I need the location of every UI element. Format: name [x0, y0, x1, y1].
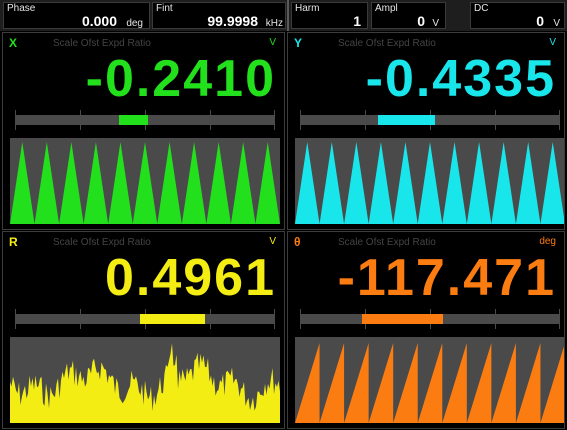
topbar-divider: [287, 0, 289, 31]
ampl-unit: V: [432, 18, 439, 29]
channel-name: X: [9, 36, 18, 50]
level-bar: [15, 309, 275, 329]
waveform-trace: [10, 142, 280, 224]
waveform-plot: [295, 337, 564, 423]
channel-unit: V: [269, 37, 276, 48]
fint-unit: kHz: [265, 18, 283, 29]
phase-label: Phase: [7, 3, 36, 14]
fint-field[interactable]: Fint 99.9998 kHz: [152, 2, 286, 29]
fint-value: 99.9998: [207, 13, 258, 29]
level-bar-fill: [362, 314, 443, 324]
harm-label: Harm: [295, 3, 320, 14]
ampl-label: Ampl: [375, 3, 398, 14]
channel-unit: V: [549, 37, 556, 48]
phase-unit: deg: [126, 18, 143, 29]
waveform-plot: [10, 138, 280, 224]
level-bar-fill: [139, 314, 205, 324]
fint-label: Fint: [156, 3, 173, 14]
level-bar-fill: [378, 115, 436, 125]
channel-name: θ: [294, 235, 301, 249]
panel-x[interactable]: X Scale Ofst Expd Ratio V -0.2410: [2, 32, 285, 230]
channel-name: R: [9, 235, 18, 249]
waveform-trace: [10, 343, 280, 423]
level-bar: [15, 110, 275, 130]
channel-readout: -0.2410: [85, 50, 276, 108]
level-bar: [300, 110, 560, 130]
channel-unit: V: [269, 236, 276, 247]
level-bar: [300, 309, 560, 329]
channel-tags: Scale Ofst Expd Ratio: [338, 237, 436, 248]
panel-y[interactable]: Y Scale Ofst Expd Ratio V -0.4335: [287, 32, 565, 230]
dc-value: 0: [536, 13, 544, 29]
channel-readout: 0.4961: [104, 249, 276, 307]
channel-unit: deg: [539, 236, 556, 247]
dc-unit: V: [553, 18, 560, 29]
channel-name: Y: [294, 36, 303, 50]
level-bar-fill: [119, 115, 148, 125]
waveform-plot: [295, 138, 564, 224]
dc-field[interactable]: DC 0 V: [470, 2, 565, 29]
waveform-plot: [10, 337, 280, 423]
ampl-field[interactable]: Ampl 0 V: [371, 2, 446, 29]
harm-field[interactable]: Harm 1: [291, 2, 368, 29]
phase-field[interactable]: Phase 0.000 deg: [3, 2, 150, 29]
panel-r[interactable]: R Scale Ofst Expd Ratio V 0.4961: [2, 231, 285, 429]
channel-readout: -0.4335: [365, 50, 556, 108]
panel-t[interactable]: θ Scale Ofst Expd Ratio deg -117.471: [287, 231, 565, 429]
ampl-value: 0: [417, 13, 425, 29]
channel-tags: Scale Ofst Expd Ratio: [53, 237, 151, 248]
waveform-trace: [295, 343, 564, 423]
phase-value: 0.000: [81, 13, 117, 29]
channel-readout: -117.471: [337, 249, 556, 307]
dc-label: DC: [474, 3, 489, 14]
status-bar: Phase 0.000 deg Fint 99.9998 kHz Harm 1 …: [0, 0, 567, 31]
channel-tags: Scale Ofst Expd Ratio: [338, 38, 436, 49]
waveform-trace: [295, 142, 564, 224]
channel-tags: Scale Ofst Expd Ratio: [53, 38, 151, 49]
harm-value: 1: [353, 13, 361, 29]
